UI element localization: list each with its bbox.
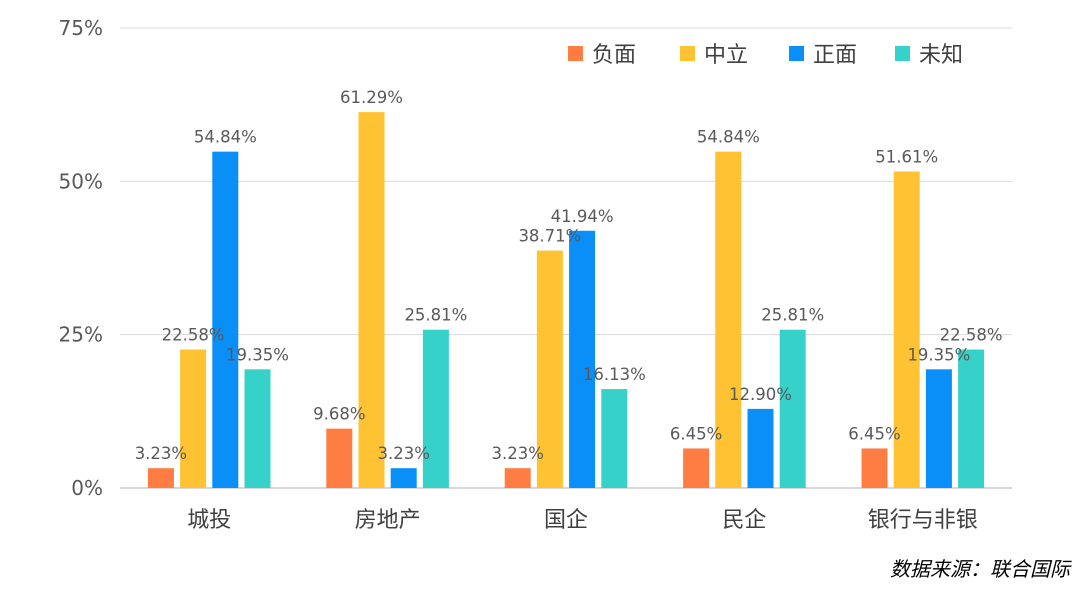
bar-中立-银行与非银 xyxy=(893,171,920,488)
data-label: 3.23% xyxy=(135,444,187,463)
bar-负面-民企 xyxy=(683,448,710,488)
bar-未知-房地产 xyxy=(422,329,449,488)
x-category-label: 银行与非银 xyxy=(868,508,978,533)
legend-label: 中立 xyxy=(704,43,748,68)
data-label: 19.35% xyxy=(226,345,289,364)
data-label: 54.84% xyxy=(697,128,760,147)
data-label: 3.23% xyxy=(377,444,429,463)
x-category-label: 国企 xyxy=(544,508,588,533)
bar-正面-国企 xyxy=(569,230,596,488)
bar-未知-国企 xyxy=(601,389,628,488)
y-tick-label: 0% xyxy=(71,476,103,500)
data-label: 3.23% xyxy=(491,444,543,463)
data-label: 6.45% xyxy=(670,424,722,443)
bar-正面-房地产 xyxy=(390,468,417,488)
bars xyxy=(147,112,985,488)
bar-未知-银行与非银 xyxy=(958,349,985,488)
legend-swatch xyxy=(680,46,695,61)
legend-swatch xyxy=(568,46,583,61)
bar-负面-银行与非银 xyxy=(861,448,888,488)
data-label: 22.58% xyxy=(162,326,225,345)
bar-正面-银行与非银 xyxy=(925,369,952,488)
data-labels: 3.23% 22.58% 54.84% 19.35% 9.68% 61.29% 3.23% 2… xyxy=(135,88,1003,463)
y-tick-label: 75% xyxy=(59,16,103,40)
bar-未知-民企 xyxy=(779,329,806,488)
y-axis-ticks: 0% 25% 50% 75% xyxy=(59,16,103,500)
legend-swatch xyxy=(895,46,910,61)
legend: 负面 中立 正面 未知 xyxy=(568,43,963,68)
legend-label: 未知 xyxy=(919,43,963,68)
data-label: 22.58% xyxy=(940,326,1003,345)
legend-swatch xyxy=(789,46,804,61)
data-label: 38.71% xyxy=(518,227,581,246)
data-label: 51.61% xyxy=(875,147,938,166)
bar-中立-国企 xyxy=(536,250,563,488)
y-tick-label: 50% xyxy=(59,169,103,193)
source-note: 数据来源：联合国际 xyxy=(890,557,1070,581)
legend-label: 负面 xyxy=(592,43,636,68)
bar-正面-民企 xyxy=(747,408,774,488)
data-label: 16.13% xyxy=(583,365,646,384)
data-label: 61.29% xyxy=(340,88,403,107)
bar-未知-城投 xyxy=(244,369,271,488)
data-label: 54.84% xyxy=(194,128,257,147)
x-category-label: 城投 xyxy=(187,508,231,533)
bar-负面-房地产 xyxy=(326,428,353,488)
data-label: 12.90% xyxy=(729,385,792,404)
data-label: 9.68% xyxy=(313,405,365,424)
legend-label: 正面 xyxy=(813,43,857,68)
x-axis-categories: 城投 房地产 国企 民企 银行与非银 xyxy=(187,508,978,533)
data-label: 19.35% xyxy=(907,345,970,364)
x-category-label: 民企 xyxy=(722,508,766,533)
data-label: 41.94% xyxy=(551,207,614,226)
x-category-label: 房地产 xyxy=(355,508,421,533)
bar-负面-城投 xyxy=(147,468,174,488)
bar-中立-民企 xyxy=(715,151,742,488)
data-label: 25.81% xyxy=(404,306,467,325)
bar-负面-国企 xyxy=(504,468,531,488)
data-label: 25.81% xyxy=(761,306,824,325)
bar-中立-城投 xyxy=(180,349,207,488)
data-label: 6.45% xyxy=(848,424,900,443)
y-tick-label: 25% xyxy=(59,323,103,347)
bar-中立-房地产 xyxy=(358,112,385,488)
bar-正面-城投 xyxy=(212,151,239,488)
